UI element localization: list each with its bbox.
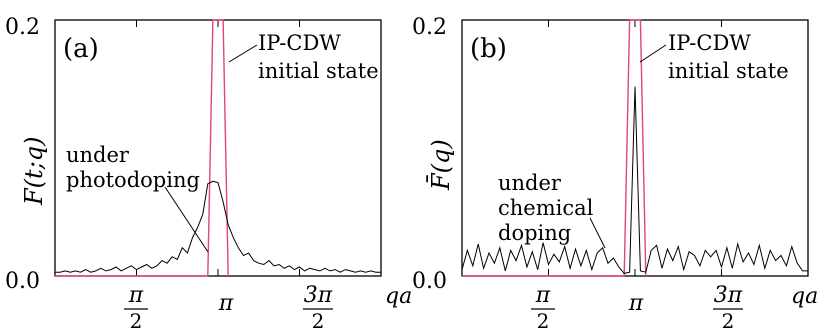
panel-a-doping-leader	[164, 186, 209, 253]
panel-a-xlabel: qa	[385, 284, 412, 309]
panel-a-xtick-pi-half-den: 2	[130, 309, 143, 328]
panel-b-ipcdw-line1: IP-CDW	[668, 31, 751, 55]
panel-b-doping-leader	[589, 217, 606, 249]
panel-a-series-ip-cdw-initial-state	[55, 19, 229, 277]
panel-b-ytick-top: 0.2	[412, 15, 447, 40]
panel-b-series-doped-state	[461, 86, 808, 274]
panel-a-ipcdw-leader	[228, 44, 258, 63]
panel-b-xtick-3pi-half-num: 3π	[714, 283, 743, 308]
panel-b-xtick-3pi-half: 3π 2	[713, 283, 743, 328]
panel-a-series-doped-state	[55, 180, 381, 273]
panel-a-ytick-top: 0.2	[5, 15, 40, 40]
panel-b-series-ip-cdw-initial-state	[462, 19, 647, 277]
panel-a-ytick-bottom: 0.0	[5, 269, 40, 294]
panel-b-ytick-bottom: 0.0	[412, 269, 447, 294]
panel-a-xtick-3pi-half-num: 3π	[304, 283, 333, 308]
panel-b-ipcdw-line2: initial state	[668, 59, 789, 83]
panel-a: (a) 0.2 0.0 F(t;q) qa π 2 π 3π 2 IP-CDW …	[5, 15, 412, 328]
panel-a-label: (a)	[63, 34, 99, 64]
panel-b-xtick-pi-half-num: π	[535, 283, 551, 308]
panel-b-label: (b)	[470, 34, 507, 64]
panel-b-xlabel: qa	[791, 284, 817, 309]
panel-b-doping-line3: doping	[498, 221, 571, 245]
panel-b-doping-line2: chemical	[498, 196, 594, 220]
panel-a-ipcdw-line2: initial state	[258, 59, 379, 83]
panel-b-xtick-pi: π	[628, 291, 644, 316]
panel-b: (b) 0.2 0.0 F̄(q) qa π 2 π 3π 2 IP-CDW i…	[412, 15, 817, 328]
panel-b-xtick-3pi-half-den: 2	[722, 309, 735, 328]
panel-a-doping-line2: photodoping	[66, 168, 200, 192]
panel-a-xtick-3pi-half-den: 2	[312, 309, 325, 328]
panel-b-xtick-pi-half-den: 2	[537, 309, 550, 328]
panel-a-xtick-3pi-half: 3π 2	[303, 283, 333, 328]
panel-a-doping-line1: under	[66, 143, 130, 167]
panel-a-ipcdw-line1: IP-CDW	[258, 31, 341, 55]
panel-a-xtick-pi-half-num: π	[128, 283, 144, 308]
panel-b-ipcdw-leader	[639, 44, 667, 63]
panel-b-xtick-pi-half: π 2	[531, 283, 555, 328]
panel-b-ylabel: F̄(q)	[427, 139, 455, 191]
panel-a-xtick-pi: π	[218, 291, 234, 316]
panel-a-xtick-pi-half: π 2	[124, 283, 148, 328]
panel-a-ylabel: F(t;q)	[20, 137, 48, 206]
panel-b-doping-line1: under	[498, 171, 562, 195]
